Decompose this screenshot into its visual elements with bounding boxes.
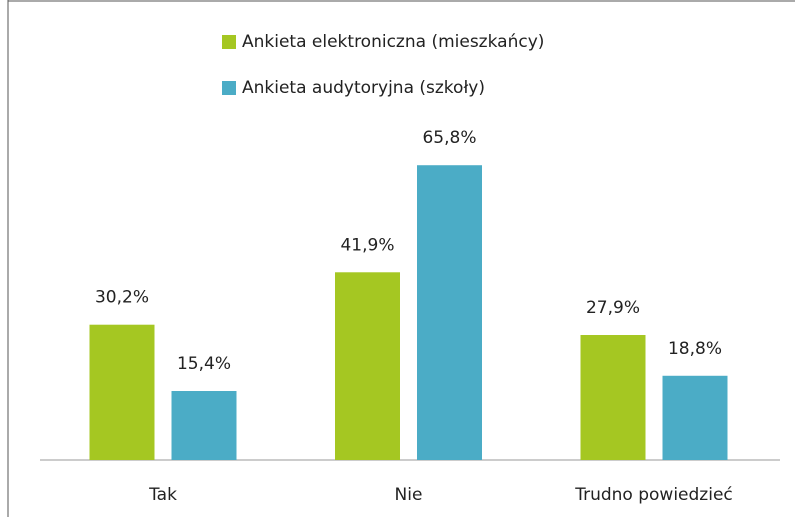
data-label: 27,9%	[586, 298, 640, 318]
bar	[335, 272, 400, 460]
bar	[662, 375, 728, 460]
bar	[89, 324, 155, 460]
data-label: 18,8%	[668, 339, 722, 359]
bar	[580, 335, 646, 460]
data-label: 30,2%	[95, 288, 149, 308]
data-label: 15,4%	[177, 354, 231, 374]
legend-swatch	[222, 35, 236, 49]
x-tick-label: Nie	[395, 485, 423, 505]
legend-label: Ankieta elektroniczna (mieszkańcy)	[242, 32, 544, 52]
legend-swatch	[222, 81, 236, 95]
x-tick-label: Trudno powiedzieć	[574, 485, 733, 505]
data-label: 41,9%	[340, 235, 394, 255]
legend-label: Ankieta audytoryjna (szkoły)	[242, 78, 485, 98]
x-tick-label: Tak	[148, 485, 177, 505]
data-label: 65,8%	[422, 128, 476, 148]
bar	[171, 391, 237, 460]
bar	[417, 165, 482, 460]
